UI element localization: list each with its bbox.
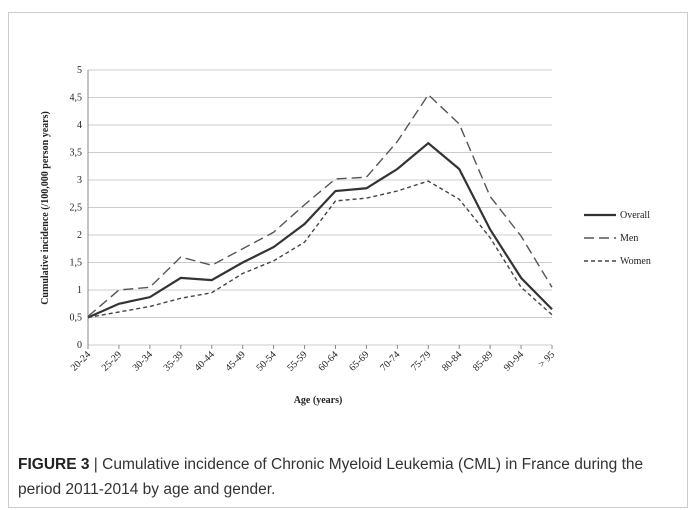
legend-label: Men (620, 233, 638, 244)
legend-label: Overall (620, 210, 650, 221)
x-tick-label: 35-39 (162, 349, 186, 373)
x-tick-label: 75-79 (409, 349, 433, 373)
x-tick-label: 65-69 (347, 349, 371, 373)
series-line (87, 180, 553, 319)
x-tick-label: 80-84 (440, 349, 464, 373)
x-tick-label: 85-89 (471, 349, 495, 373)
x-tick-label: 90-94 (502, 349, 526, 373)
y-tick-label: 4 (77, 120, 82, 131)
series-line (87, 141, 553, 319)
legend-label: Women (620, 256, 651, 267)
y-tick-label: 1 (77, 285, 82, 296)
x-tick-label: 20-24 (69, 349, 93, 373)
caption-text: | Cumulative incidence of Chronic Myeloi… (18, 456, 644, 498)
x-tick-label: 45-49 (224, 349, 248, 373)
x-tick-label: 50-54 (254, 349, 278, 373)
x-tick-label: 25-29 (100, 349, 124, 373)
y-tick-label: 2 (77, 230, 82, 241)
chart: Cumulative incidence (/100,000 person ye… (40, 65, 651, 406)
y-tick-label: 1,5 (70, 258, 83, 269)
y-axis-label: Cumulative incidence (/100,000 person ye… (40, 111, 51, 305)
caption: FIGURE 3 | Cumulative incidence of Chron… (18, 452, 658, 502)
y-tick-label: 5 (77, 65, 82, 76)
x-axis-label: Age (years) (294, 395, 343, 406)
y-tick-label: 2,5 (70, 203, 83, 214)
x-tick-label: 55-59 (285, 349, 309, 373)
caption-label: FIGURE 3 (18, 456, 90, 473)
x-tick-label: 60-64 (316, 349, 340, 373)
x-tick-label: 30-34 (131, 349, 155, 373)
y-tick-label: 0,5 (70, 313, 83, 324)
x-tick-label: 70-74 (378, 349, 402, 373)
y-tick-label: 3,5 (70, 148, 83, 159)
x-tick-label: > 95 (537, 349, 558, 370)
y-tick-label: 4,5 (70, 93, 83, 104)
y-tick-label: 0 (77, 340, 82, 351)
series-line (87, 93, 553, 317)
figure-frame (8, 12, 688, 508)
y-tick-label: 3 (77, 175, 82, 186)
x-tick-label: 40-44 (193, 349, 217, 373)
